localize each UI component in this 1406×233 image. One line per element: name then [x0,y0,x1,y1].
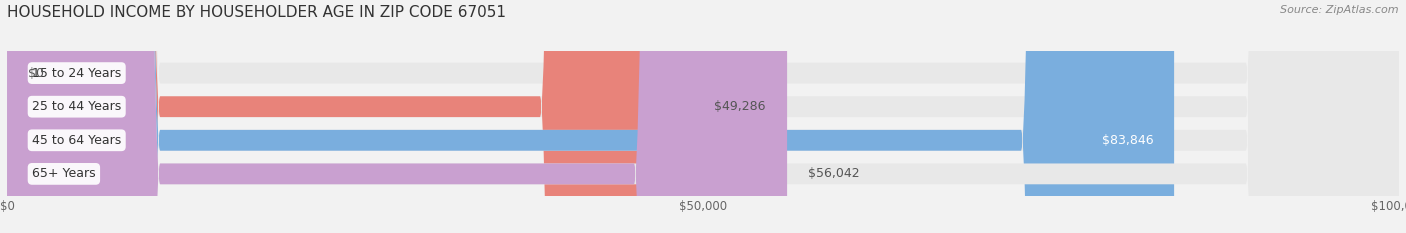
Text: Source: ZipAtlas.com: Source: ZipAtlas.com [1281,5,1399,15]
Text: $56,042: $56,042 [808,167,859,180]
Text: 65+ Years: 65+ Years [32,167,96,180]
FancyBboxPatch shape [7,0,693,233]
Text: HOUSEHOLD INCOME BY HOUSEHOLDER AGE IN ZIP CODE 67051: HOUSEHOLD INCOME BY HOUSEHOLDER AGE IN Z… [7,5,506,20]
Text: $49,286: $49,286 [714,100,765,113]
Text: 15 to 24 Years: 15 to 24 Years [32,67,121,80]
FancyBboxPatch shape [7,0,1399,233]
FancyBboxPatch shape [7,0,1174,233]
FancyBboxPatch shape [7,0,1399,233]
Text: 45 to 64 Years: 45 to 64 Years [32,134,121,147]
FancyBboxPatch shape [7,0,1399,233]
Text: 25 to 44 Years: 25 to 44 Years [32,100,121,113]
Text: $0: $0 [28,67,44,80]
FancyBboxPatch shape [7,0,787,233]
FancyBboxPatch shape [7,0,1399,233]
Text: $83,846: $83,846 [1102,134,1153,147]
